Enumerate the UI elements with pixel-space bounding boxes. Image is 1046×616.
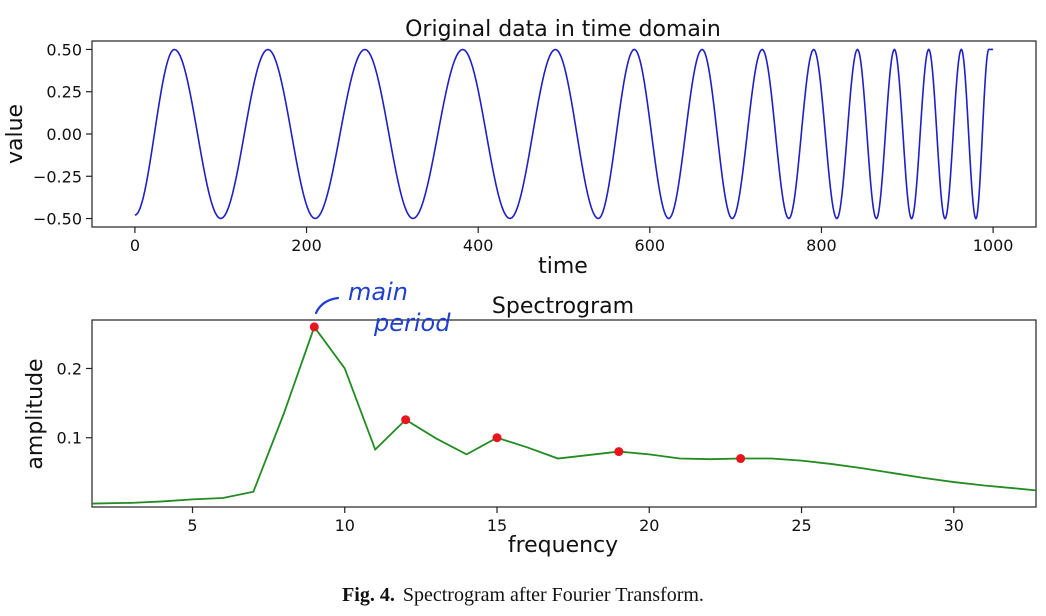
y-tick-label: 0.50 — [46, 40, 82, 59]
x-axis: 5 10 15 20 25 30 — [187, 507, 964, 535]
y-tick-label: 0.1 — [57, 429, 82, 448]
x-tick-label: 1000 — [973, 236, 1014, 255]
time-domain-chart: Original data in time domain 0 200 400 600 8… — [3, 17, 1037, 279]
peak-point — [492, 433, 502, 443]
annotation-text-period: period — [373, 309, 451, 337]
x-tick-label: 400 — [463, 236, 494, 255]
x-tick-label: 20 — [639, 516, 659, 535]
x-tick-label: 600 — [635, 236, 666, 255]
main-period-annotation: main period — [314, 278, 451, 337]
x-tick-label: 5 — [187, 516, 197, 535]
x-tick-label: 0 — [130, 236, 140, 255]
y-tick-label: −0.50 — [33, 210, 82, 229]
chart-title: Original data in time domain — [405, 17, 721, 42]
x-axis-label: frequency — [508, 533, 618, 558]
peak-point — [309, 322, 319, 332]
x-tick-label: 30 — [944, 516, 964, 535]
x-axis-label: time — [538, 254, 588, 279]
y-tick-label: 0.2 — [57, 359, 82, 378]
peak-point — [736, 454, 746, 464]
y-tick-label: 0.00 — [46, 125, 82, 144]
chart-title: Spectrogram — [492, 294, 634, 319]
x-axis: 0 200 400 600 800 1000 — [130, 227, 1014, 255]
y-axis: 0.50 0.25 0.00 −0.25 −0.50 — [33, 40, 92, 229]
peak-point — [401, 415, 411, 425]
x-tick-label: 25 — [791, 516, 811, 535]
x-tick-label: 200 — [291, 236, 322, 255]
y-tick-label: 0.25 — [46, 83, 82, 102]
x-tick-label: 10 — [335, 516, 355, 535]
figure-caption: Fig. 4. Spectrogram after Fourier Transfo… — [0, 584, 1046, 607]
highlighted-peaks — [309, 322, 746, 464]
y-axis-label: value — [3, 104, 28, 164]
plot-frame — [91, 40, 1037, 228]
caption-text: Spectrogram after Fourier Transform. — [402, 584, 704, 606]
x-tick-label: 800 — [806, 236, 837, 255]
y-tick-label: −0.25 — [33, 167, 82, 186]
peak-point — [614, 447, 624, 457]
x-tick-label: 15 — [487, 516, 507, 535]
annotation-stroke — [314, 296, 340, 315]
plot-frame — [91, 319, 1037, 508]
annotation-text-main: main — [348, 278, 408, 306]
spectrogram-chart: Spectrogram 5 10 15 20 25 30 0.2 0.1 frequency… — [23, 278, 1037, 558]
y-axis: 0.2 0.1 — [57, 359, 92, 448]
figure: Original data in time domain 0 200 400 600 8… — [3, 17, 1037, 558]
caption-label: Fig. 4. — [342, 584, 395, 606]
signal-line — [134, 48, 994, 220]
y-axis-label: amplitude — [23, 358, 48, 469]
spectrum-line — [91, 325, 1037, 505]
